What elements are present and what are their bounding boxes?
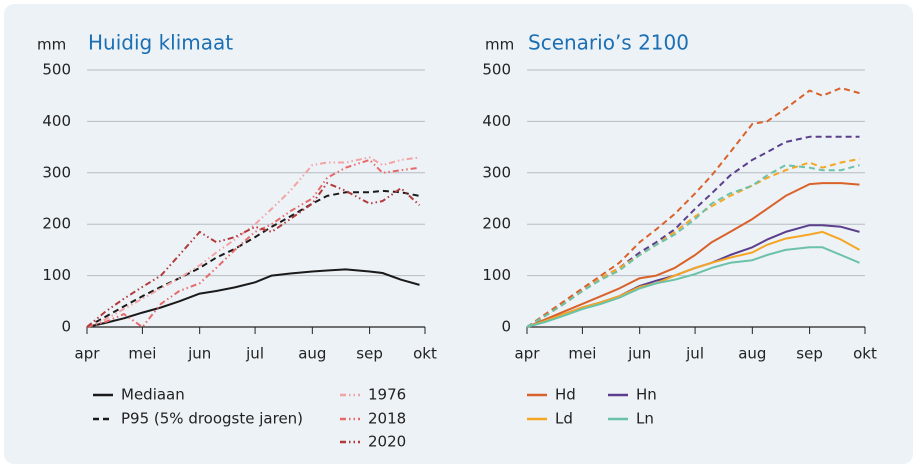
legend-label: Hd: [555, 386, 576, 404]
x-tick-label: sep: [796, 345, 823, 363]
y-unit: mm: [37, 36, 66, 54]
legend-label: 1976: [368, 386, 406, 404]
legend-label: 2020: [368, 433, 406, 451]
series-line: [86, 156, 420, 328]
x-tick-label: jul: [685, 345, 704, 363]
legend-label: Ln: [636, 410, 654, 428]
x-tick-label: sep: [356, 345, 383, 363]
x-tick-label: aug: [738, 345, 766, 363]
series-line: [526, 135, 860, 328]
y-unit: mm: [485, 36, 514, 54]
x-tick-label: okt: [413, 345, 437, 363]
y-tick-label: 200: [482, 215, 511, 233]
x-tick-label: jun: [187, 345, 211, 363]
x-tick-label: apr: [75, 345, 101, 363]
y-tick-label: 0: [501, 318, 511, 336]
y-tick-label: 0: [61, 318, 71, 336]
x-tick-label: apr: [515, 345, 541, 363]
series-line: [86, 268, 420, 328]
chart-title: Huidig klimaat: [88, 31, 233, 55]
y-tick-label: 300: [482, 163, 511, 181]
legend-label: 2018: [368, 410, 406, 428]
series-line: [526, 182, 860, 328]
series-line: [526, 230, 860, 328]
series-line: [526, 164, 860, 328]
x-tick-label: mei: [568, 345, 596, 363]
y-tick-label: 100: [42, 266, 71, 284]
series-line: [526, 157, 860, 328]
legend-label: P95 (5% droogste jaren): [121, 410, 303, 428]
legend-label: Hn: [636, 386, 657, 404]
y-tick-label: 500: [482, 61, 511, 79]
series-line: [526, 87, 860, 328]
panel-background: [4, 4, 913, 464]
x-tick-label: aug: [298, 345, 326, 363]
y-tick-label: 400: [42, 112, 71, 130]
y-tick-label: 500: [42, 61, 71, 79]
chart-title: Scenario’s 2100: [528, 31, 689, 55]
legend-label: Ld: [555, 410, 573, 428]
x-tick-label: jun: [627, 345, 651, 363]
legend-label: Mediaan: [121, 386, 185, 404]
x-tick-label: okt: [853, 345, 877, 363]
x-tick-label: mei: [128, 345, 156, 363]
series-line: [86, 189, 420, 328]
series-line: [86, 182, 421, 328]
y-tick-label: 400: [482, 112, 511, 130]
y-tick-label: 300: [42, 163, 71, 181]
x-tick-label: jul: [245, 345, 264, 363]
y-tick-label: 100: [482, 266, 511, 284]
series-line: [526, 246, 860, 328]
y-tick-label: 200: [42, 215, 71, 233]
